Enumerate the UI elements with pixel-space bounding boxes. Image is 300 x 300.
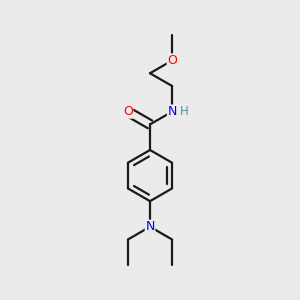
- Text: O: O: [123, 105, 133, 118]
- Text: N: N: [145, 220, 155, 233]
- Text: N: N: [167, 105, 177, 118]
- Text: O: O: [167, 54, 177, 67]
- Text: H: H: [179, 105, 188, 118]
